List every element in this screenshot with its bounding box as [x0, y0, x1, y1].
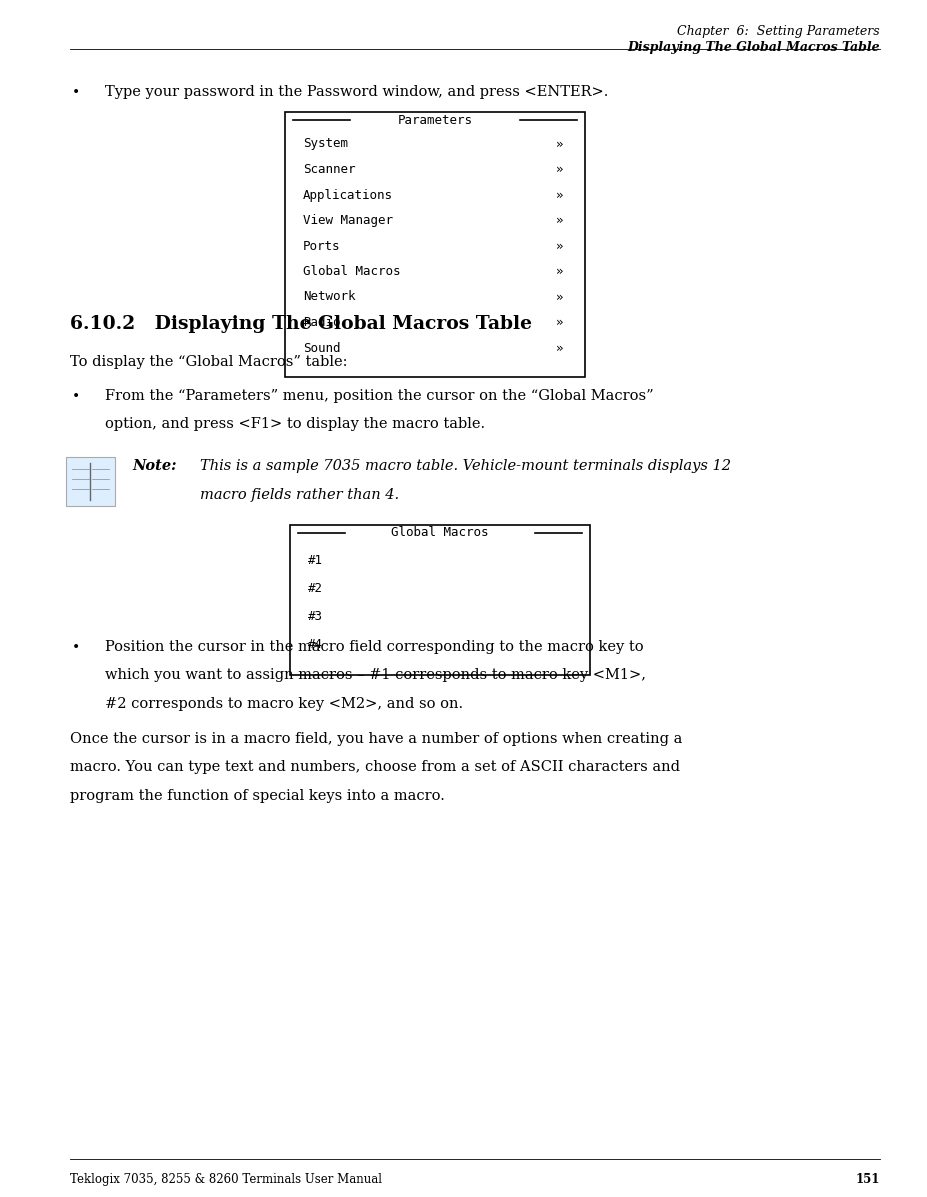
Text: 6.10.2   Displaying The Global Macros Table: 6.10.2 Displaying The Global Macros Tabl…	[70, 315, 531, 333]
Text: Parameters: Parameters	[397, 114, 472, 127]
Text: Chapter  6:  Setting Parameters: Chapter 6: Setting Parameters	[677, 25, 879, 38]
FancyBboxPatch shape	[66, 457, 115, 506]
Text: Scanner: Scanner	[303, 163, 355, 176]
Text: 151: 151	[855, 1173, 879, 1186]
Text: »: »	[555, 188, 563, 201]
Text: »: »	[555, 138, 563, 151]
Text: #4: #4	[308, 638, 323, 650]
Text: Position the cursor in the macro field corresponding to the macro key to: Position the cursor in the macro field c…	[105, 640, 643, 654]
Text: Note:: Note:	[132, 458, 176, 473]
FancyBboxPatch shape	[289, 525, 590, 675]
Text: »: »	[555, 265, 563, 278]
Text: Type your password in the Password window, and press <ENTER>.: Type your password in the Password windo…	[105, 85, 608, 99]
Text: #2: #2	[308, 582, 323, 595]
Text: •: •	[72, 389, 80, 403]
Text: Ports: Ports	[303, 239, 340, 253]
Text: »: »	[555, 341, 563, 354]
Text: »: »	[555, 239, 563, 253]
Text: »: »	[555, 214, 563, 227]
Text: which you want to assign macros – #1 corresponds to macro key <M1>,: which you want to assign macros – #1 cor…	[105, 668, 645, 682]
Text: Radio: Radio	[303, 316, 340, 329]
FancyBboxPatch shape	[285, 113, 584, 377]
Text: Applications: Applications	[303, 188, 392, 201]
Text: macro fields rather than 4.: macro fields rather than 4.	[200, 487, 399, 502]
Text: Once the cursor is in a macro field, you have a number of options when creating : Once the cursor is in a macro field, you…	[70, 733, 681, 746]
Text: program the function of special keys into a macro.: program the function of special keys int…	[70, 789, 444, 803]
Text: Global Macros: Global Macros	[391, 527, 489, 540]
Text: Sound: Sound	[303, 341, 340, 354]
Text: •: •	[72, 640, 80, 654]
Text: Displaying The Global Macros Table: Displaying The Global Macros Table	[627, 41, 879, 54]
Text: To display the “Global Macros” table:: To display the “Global Macros” table:	[70, 356, 347, 369]
Text: Network: Network	[303, 291, 355, 304]
Text: Teklogix 7035, 8255 & 8260 Terminals User Manual: Teklogix 7035, 8255 & 8260 Terminals Use…	[70, 1173, 382, 1186]
Text: #2 corresponds to macro key <M2>, and so on.: #2 corresponds to macro key <M2>, and so…	[105, 697, 463, 711]
Text: System: System	[303, 138, 348, 151]
Text: From the “Parameters” menu, position the cursor on the “Global Macros”: From the “Parameters” menu, position the…	[105, 389, 653, 403]
Text: This is a sample 7035 macro table. Vehicle-mount terminals displays 12: This is a sample 7035 macro table. Vehic…	[200, 458, 730, 473]
Text: •: •	[72, 85, 80, 99]
Text: option, and press <F1> to display the macro table.: option, and press <F1> to display the ma…	[105, 417, 485, 431]
Text: »: »	[555, 316, 563, 329]
Text: #1: #1	[308, 553, 323, 566]
Text: »: »	[555, 291, 563, 304]
Text: View Manager: View Manager	[303, 214, 392, 227]
Text: #3: #3	[308, 609, 323, 622]
Text: »: »	[555, 163, 563, 176]
Text: Global Macros: Global Macros	[303, 265, 400, 278]
Text: macro. You can type text and numbers, choose from a set of ASCII characters and: macro. You can type text and numbers, ch…	[70, 760, 679, 774]
